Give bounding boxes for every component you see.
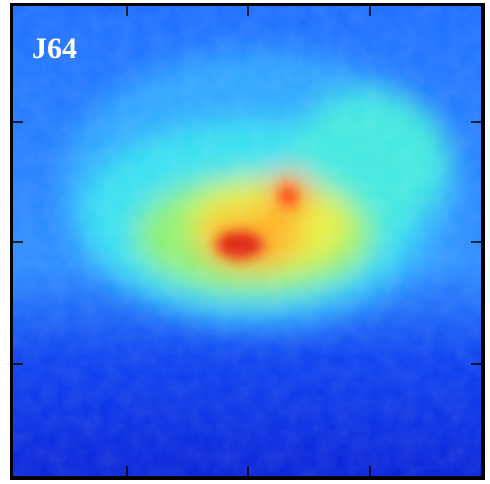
- image: [13, 6, 481, 476]
- panel-label: J64: [32, 32, 77, 65]
- figure: J64: [0, 0, 490, 484]
